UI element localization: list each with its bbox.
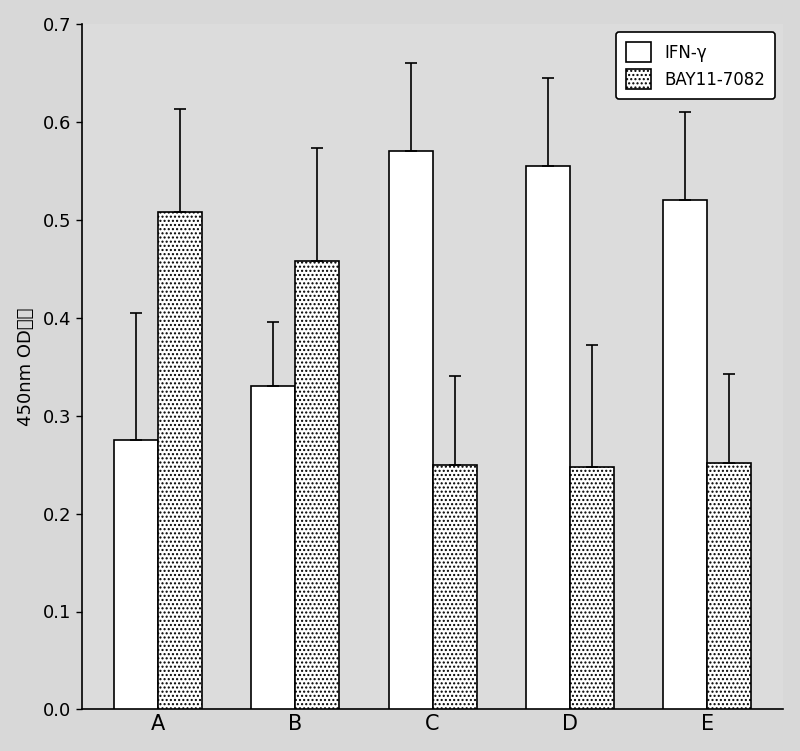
Bar <box>663 200 707 710</box>
Bar <box>251 386 295 710</box>
Y-axis label: 450nm OD値得: 450nm OD値得 <box>17 307 34 426</box>
Bar <box>707 463 751 710</box>
Bar <box>526 166 570 710</box>
Bar <box>158 212 202 710</box>
Bar <box>570 467 614 710</box>
Bar <box>295 261 339 710</box>
Legend: IFN-γ, BAY11-7082: IFN-γ, BAY11-7082 <box>616 32 775 99</box>
Bar <box>433 465 477 710</box>
Bar <box>114 440 158 710</box>
Bar <box>389 151 433 710</box>
